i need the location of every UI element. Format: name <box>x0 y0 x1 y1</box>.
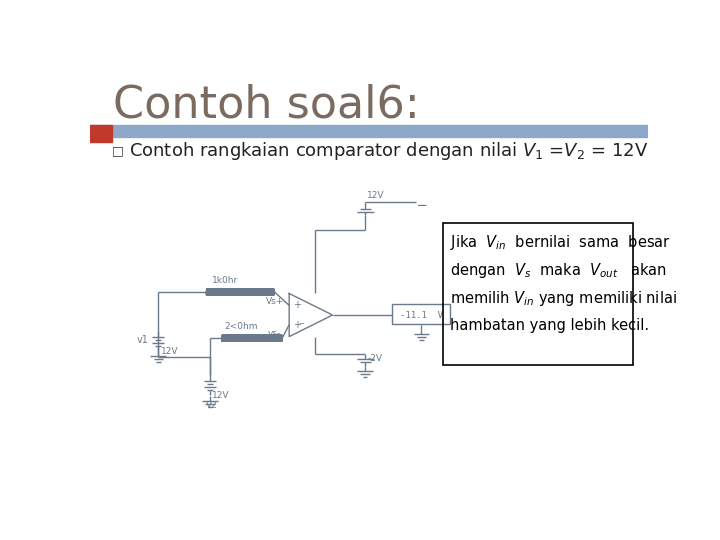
Text: Vs+: Vs+ <box>266 297 284 306</box>
Bar <box>443 222 632 365</box>
Text: memilih $V_{in}$ yang memiliki nilai: memilih $V_{in}$ yang memiliki nilai <box>451 288 678 308</box>
Text: hambatan yang lebih kecil.: hambatan yang lebih kecil. <box>451 319 649 333</box>
Text: 12V: 12V <box>161 347 178 356</box>
Text: 2<0hm: 2<0hm <box>225 322 258 331</box>
Text: +: + <box>293 320 301 330</box>
Text: vs-: vs- <box>267 329 281 339</box>
Bar <box>90 125 112 142</box>
Text: +: + <box>293 300 301 310</box>
Text: 12V: 12V <box>212 392 230 400</box>
Text: v1: v1 <box>137 335 148 346</box>
Text: -11.1  V: -11.1 V <box>400 310 443 320</box>
Text: ─: ─ <box>417 199 426 213</box>
Bar <box>90 125 648 137</box>
Text: Contoh rangkaian comparator dengan nilai $V_1$ =$V_2$ = 12V: Contoh rangkaian comparator dengan nilai… <box>129 140 648 162</box>
Text: Contoh soal6:: Contoh soal6: <box>113 83 420 126</box>
Text: dengan  $V_s$  maka  $V_{out}$   akan: dengan $V_s$ maka $V_{out}$ akan <box>451 261 667 280</box>
Text: 12V: 12V <box>367 191 385 200</box>
Text: ─: ─ <box>300 321 304 327</box>
Text: -2V: -2V <box>367 354 382 363</box>
Bar <box>392 304 451 325</box>
Text: V2: V2 <box>206 401 218 410</box>
Text: 1k0hr: 1k0hr <box>212 276 239 285</box>
Text: □: □ <box>112 145 123 158</box>
Text: Jika  $V_{in}$  bernilai  sama  besar: Jika $V_{in}$ bernilai sama besar <box>451 233 671 252</box>
